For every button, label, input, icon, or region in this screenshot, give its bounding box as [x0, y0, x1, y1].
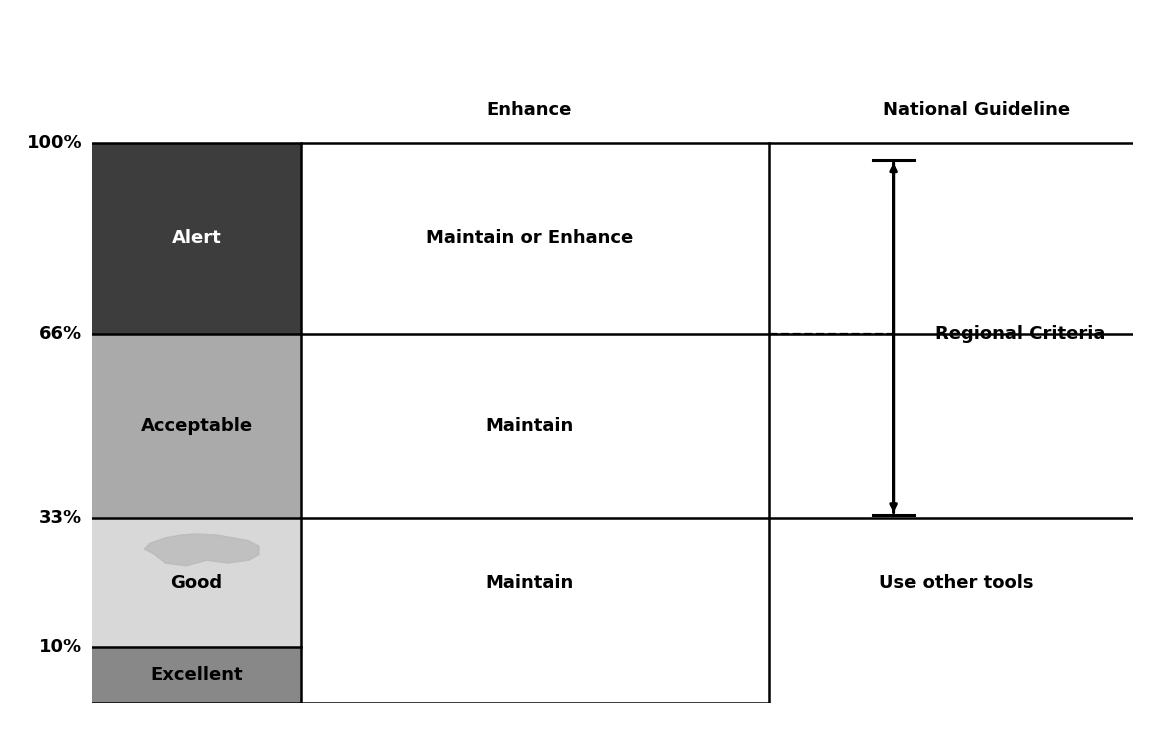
- Text: Maintain or Enhance: Maintain or Enhance: [425, 229, 633, 247]
- Bar: [92, 518, 301, 647]
- Text: Alert: Alert: [171, 229, 222, 247]
- Text: Regional Criteria: Regional Criteria: [935, 325, 1105, 343]
- Text: Acceptable: Acceptable: [141, 417, 252, 435]
- Text: Good: Good: [170, 574, 223, 592]
- Text: Maintain: Maintain: [486, 417, 573, 435]
- Bar: [92, 647, 301, 703]
- Text: Excellent: Excellent: [150, 666, 243, 684]
- Text: National Guideline: National Guideline: [883, 101, 1070, 118]
- Text: 66%: 66%: [39, 325, 82, 343]
- Text: 10%: 10%: [39, 638, 82, 656]
- Text: Use other tools: Use other tools: [879, 574, 1033, 592]
- Text: 100%: 100%: [27, 134, 82, 152]
- Text: Maintain: Maintain: [486, 574, 573, 592]
- Text: 33%: 33%: [39, 509, 82, 528]
- Bar: [92, 334, 301, 518]
- Bar: [92, 143, 301, 334]
- Polygon shape: [144, 534, 259, 566]
- Text: Enhance: Enhance: [487, 101, 572, 118]
